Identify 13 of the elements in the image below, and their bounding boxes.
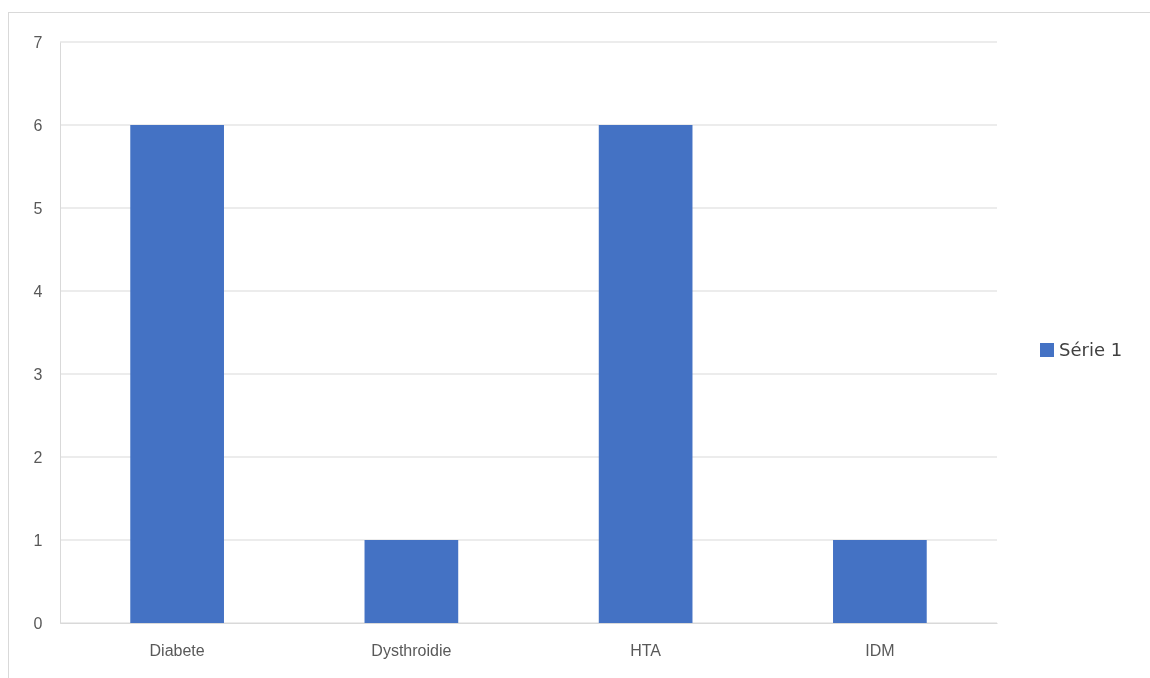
y-tick-label: 7 xyxy=(33,33,43,51)
y-tick-label: 3 xyxy=(33,365,43,383)
y-tick-label: 5 xyxy=(33,199,43,217)
y-tick-label: 2 xyxy=(33,448,43,466)
x-tick-label: Diabete xyxy=(149,642,205,660)
y-tick-label: 1 xyxy=(33,531,43,549)
legend-label: Série 1 xyxy=(1059,339,1123,360)
y-tick-label: 0 xyxy=(33,614,43,632)
y-tick-label: 4 xyxy=(33,282,43,300)
y-tick-label: 6 xyxy=(33,116,43,134)
x-tick-label: Dysthroidie xyxy=(371,642,452,660)
x-tick-label: HTA xyxy=(630,642,662,660)
x-tick-label: IDM xyxy=(865,642,895,660)
